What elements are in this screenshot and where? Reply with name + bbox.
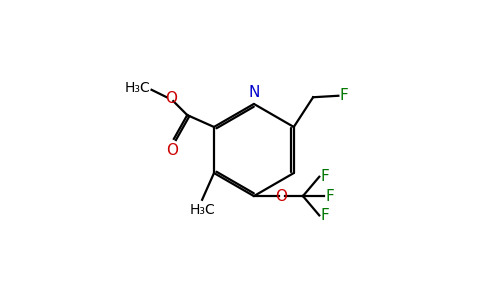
Text: O: O: [274, 189, 287, 204]
Text: H₃C: H₃C: [124, 81, 150, 95]
Text: O: O: [165, 91, 177, 106]
Text: N: N: [248, 85, 259, 100]
Text: F: F: [321, 208, 330, 223]
Text: F: F: [340, 88, 348, 103]
Text: F: F: [321, 169, 330, 184]
Text: O: O: [166, 143, 179, 158]
Text: H₃C: H₃C: [189, 203, 215, 217]
Text: F: F: [326, 189, 334, 204]
